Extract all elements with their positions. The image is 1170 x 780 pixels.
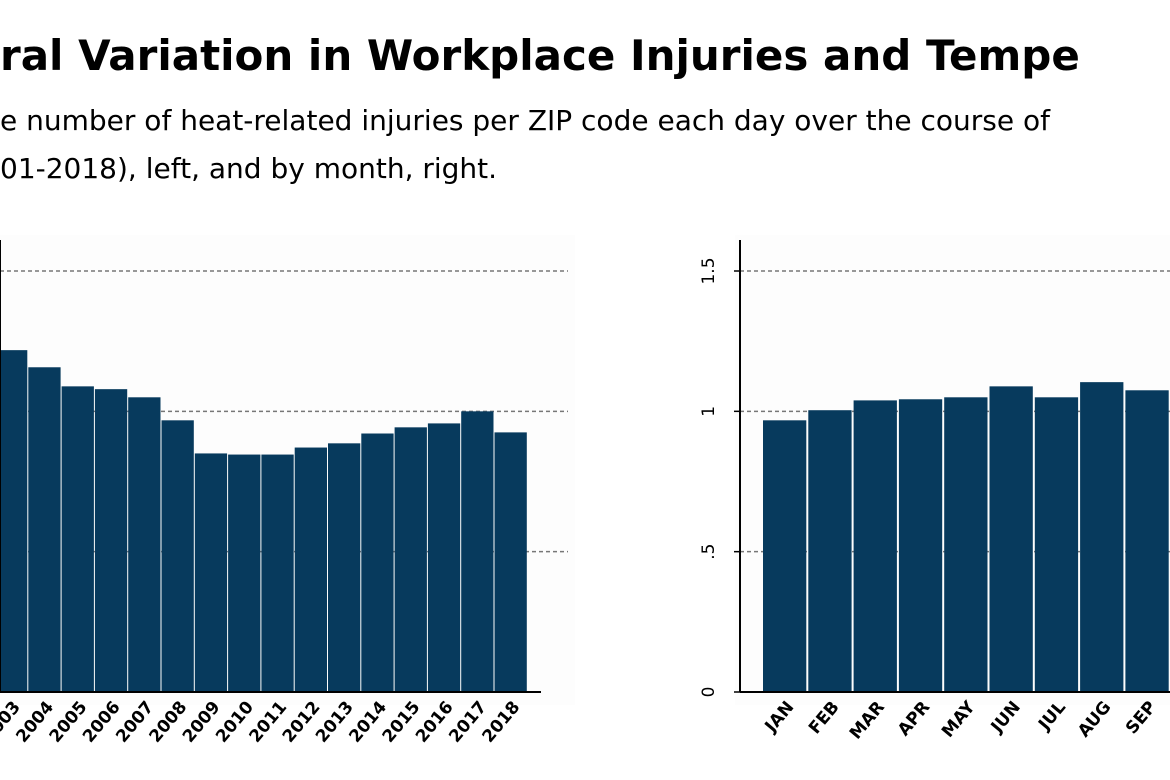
bar [1034, 397, 1079, 692]
y-tick-label: 0 [699, 687, 719, 698]
y-tick-label: 1.5 [699, 257, 719, 284]
bar [94, 389, 128, 692]
bar [808, 410, 852, 692]
bar [228, 454, 261, 692]
bar [394, 427, 427, 692]
bar [194, 453, 228, 692]
bar [328, 443, 361, 692]
y-tick-label: .5 [699, 544, 719, 560]
bar [28, 367, 61, 692]
bar [898, 399, 943, 692]
bar [0, 350, 28, 692]
subtitle-line: e number of heat-related injuries per ZI… [0, 104, 1051, 137]
bar [944, 397, 988, 692]
bar [427, 423, 461, 692]
bar [853, 400, 897, 692]
bar [461, 411, 494, 692]
bar [294, 447, 327, 692]
title: ral Variation in Workplace Injuries and … [0, 31, 1080, 80]
bar [61, 386, 94, 692]
bar [494, 432, 527, 692]
subtitle-line: 01-2018), left, and by month, right. [0, 152, 497, 185]
bar [261, 454, 294, 692]
bar [989, 386, 1033, 692]
bar [763, 420, 807, 692]
bar [1080, 382, 1124, 692]
bar [128, 397, 161, 692]
bar [1125, 390, 1169, 692]
bar [361, 433, 394, 692]
y-tick-label: 1 [699, 406, 719, 417]
bar [161, 420, 194, 692]
